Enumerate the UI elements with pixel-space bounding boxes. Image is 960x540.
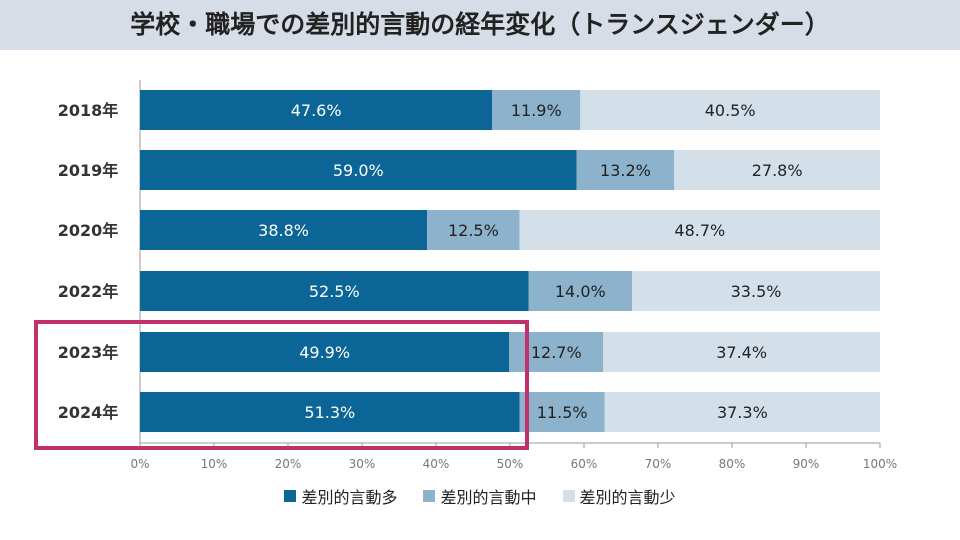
title-band bbox=[0, 0, 960, 50]
legend-item: 差別的言動中 bbox=[423, 484, 537, 508]
bar-segment bbox=[576, 150, 675, 190]
data-label: 11.5% bbox=[537, 403, 588, 422]
category-label: 2019年 bbox=[58, 161, 119, 180]
data-label: 38.8% bbox=[258, 221, 309, 240]
bar-segment bbox=[427, 210, 520, 250]
data-label: 11.9% bbox=[511, 101, 562, 120]
data-label: 51.3% bbox=[304, 403, 355, 422]
bar-segment bbox=[140, 210, 428, 250]
x-tick-label: 30% bbox=[349, 457, 376, 471]
bar-segment bbox=[140, 90, 493, 130]
legend-label: 差別的言動中 bbox=[440, 488, 537, 507]
x-tick-label: 40% bbox=[423, 457, 450, 471]
category-label: 2024年 bbox=[58, 403, 119, 422]
bar-segment bbox=[140, 150, 577, 190]
x-tick-label: 90% bbox=[793, 457, 820, 471]
x-tick-label: 80% bbox=[719, 457, 746, 471]
legend-swatch bbox=[423, 490, 436, 502]
bar-segment bbox=[632, 271, 880, 311]
x-tick-label: 100% bbox=[863, 457, 897, 471]
data-label: 33.5% bbox=[731, 282, 782, 301]
data-label: 12.5% bbox=[448, 221, 499, 240]
legend-swatch bbox=[284, 490, 297, 502]
data-label: 59.0% bbox=[333, 161, 384, 180]
data-label: 49.9% bbox=[299, 343, 350, 362]
bar-segment bbox=[519, 392, 605, 432]
bar-segment bbox=[674, 150, 880, 190]
data-label: 14.0% bbox=[555, 282, 606, 301]
bar-segment bbox=[140, 271, 529, 311]
category-label: 2018年 bbox=[58, 101, 119, 120]
bar-segment bbox=[519, 210, 880, 250]
x-tick-label: 50% bbox=[497, 457, 524, 471]
legend: 差別的言動多 差別的言動中 差別的言動少 bbox=[0, 484, 960, 508]
x-tick-label: 0% bbox=[130, 457, 149, 471]
legend-swatch bbox=[562, 490, 575, 502]
bar-segment bbox=[604, 392, 880, 432]
x-tick-label: 10% bbox=[201, 457, 228, 471]
legend-item: 差別的言動少 bbox=[562, 484, 676, 508]
category-label: 2023年 bbox=[58, 343, 119, 362]
bar-segment bbox=[580, 90, 880, 130]
category-label: 2022年 bbox=[58, 282, 119, 301]
bar-segment bbox=[492, 90, 581, 130]
bar-segment bbox=[603, 332, 880, 372]
data-label: 37.4% bbox=[716, 343, 767, 362]
data-label: 37.3% bbox=[717, 403, 768, 422]
bar-segment bbox=[140, 332, 510, 372]
highlight-box bbox=[34, 320, 529, 450]
data-label: 27.8% bbox=[752, 161, 803, 180]
legend-item: 差別的言動多 bbox=[284, 484, 397, 508]
bar-segment bbox=[140, 392, 520, 432]
legend-label: 差別的言動多 bbox=[301, 488, 398, 507]
data-label: 52.5% bbox=[309, 282, 360, 301]
data-label: 12.7% bbox=[531, 343, 582, 362]
data-label: 40.5% bbox=[705, 101, 756, 120]
data-label: 47.6% bbox=[291, 101, 342, 120]
x-tick-label: 70% bbox=[645, 457, 672, 471]
data-label: 48.7% bbox=[674, 221, 725, 240]
data-label: 13.2% bbox=[600, 161, 651, 180]
bar-segment bbox=[509, 332, 604, 372]
category-label: 2020年 bbox=[58, 221, 119, 240]
x-tick-label: 20% bbox=[275, 457, 302, 471]
bar-segment bbox=[528, 271, 633, 311]
chart-title: 学校・職場での差別的言動の経年変化（トランスジェンダー） bbox=[130, 10, 830, 39]
x-tick-label: 60% bbox=[571, 457, 598, 471]
legend-label: 差別的言動少 bbox=[579, 488, 676, 507]
